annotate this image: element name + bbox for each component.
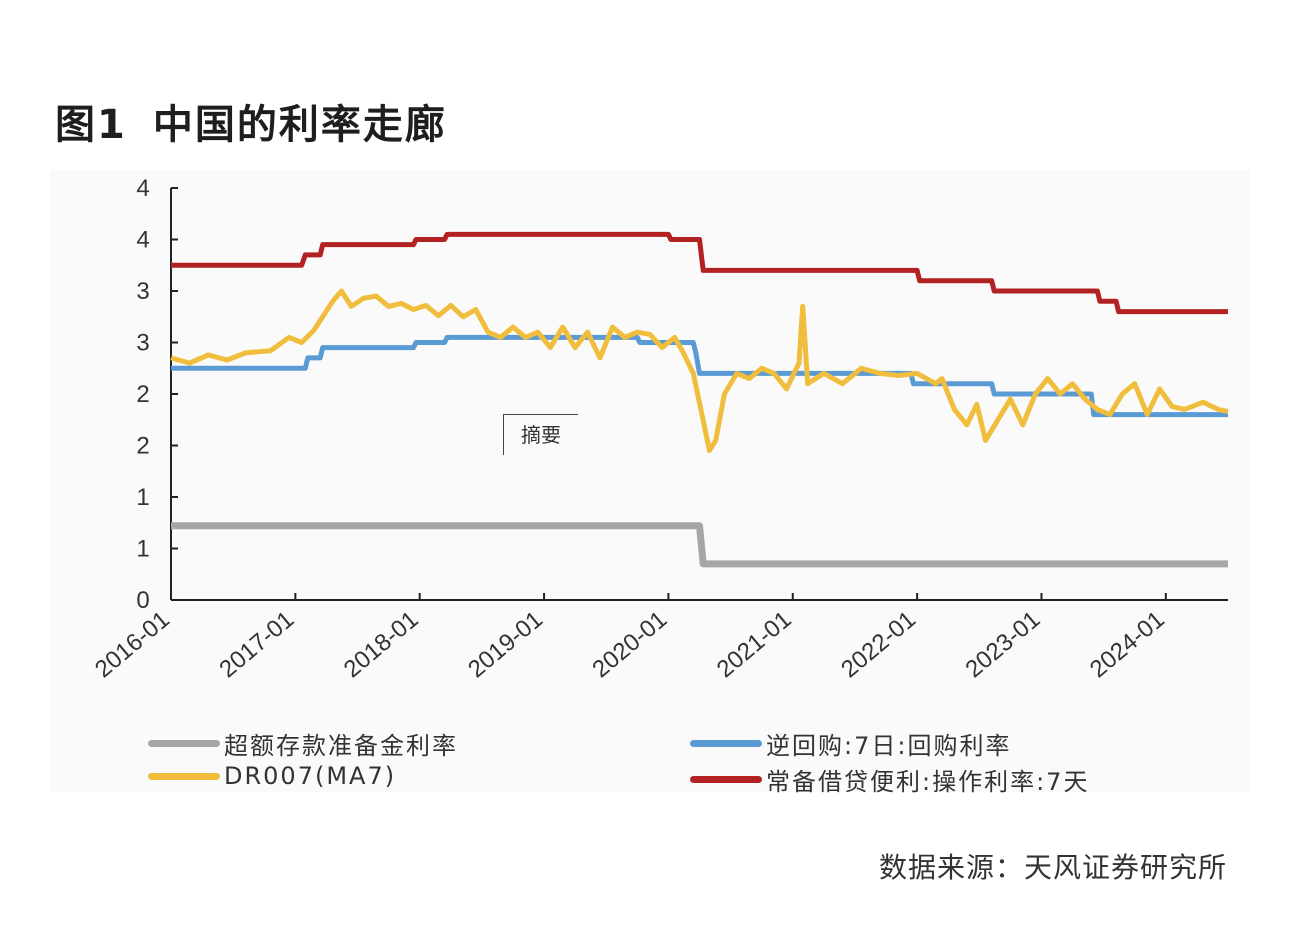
x-tick-label: 2018-01 [339,606,424,683]
annotation-label: 摘要 [503,414,578,455]
legend-swatch-dr007 [148,772,220,780]
figure-title: 图1 中国的利率走廊 [55,92,447,150]
y-tick-label: 3 [136,278,149,305]
x-tick-label: 2017-01 [214,606,299,683]
legend-label-dr007: DR007(MA7) [224,762,397,790]
legend-label-reverse-repo: 逆回购:7日:回购利率 [766,732,1012,760]
x-tick-label: 2021-01 [712,606,797,683]
figure-number: 图1 [55,102,127,148]
x-tick-label: 2022-01 [836,606,921,683]
y-tick-label: 1 [136,536,149,563]
y-tick-label: 2 [136,433,149,460]
x-tick-label: 2023-01 [961,606,1046,683]
series-line-1 [171,334,1228,418]
line-chart: 0 1 1 2 2 3 3 4 4 2016-01 2017-01 2018-01 2019-01 202… [90,175,1229,683]
legend-label-slf: 常备借贷便利:操作利率:7天 [766,768,1090,796]
y-tick-label: 1 [136,484,149,511]
x-tick-label: 2024-01 [1085,606,1170,683]
legend-label-excess-reserve: 超额存款准备金利率 [224,732,458,760]
legend-item-reverse-repo: 逆回购:7日:回购利率 [690,726,1011,761]
legend-item-dr007: DR007(MA7) [148,762,396,790]
y-tick-label: 4 [136,175,149,202]
chart-legend: 超额存款准备金利率 逆回购:7日:回购利率 DR007(MA7) 常备借贷便利:… [50,726,1250,796]
legend-swatch-excess-reserve [148,740,220,747]
data-source: 数据来源：天风证券研究所 [878,851,1227,884]
y-tick-label: 2 [136,381,149,408]
x-tick-label: 2019-01 [463,606,548,683]
y-tick-label: 0 [136,587,149,614]
x-tick-label: 2020-01 [587,606,672,683]
series-line-0 [171,522,1228,568]
figure-title-text: 中国的利率走廊 [152,102,447,148]
legend-swatch-slf [690,776,762,783]
series-line-3 [171,231,1228,315]
y-tick-label: 4 [136,227,149,254]
series-line-2 [170,288,1229,454]
legend-item-slf: 常备借贷便利:操作利率:7天 [690,762,1089,797]
chart-panel: 0 1 1 2 2 3 3 4 4 2016-01 2017-01 2018-01 2019-01 202… [50,170,1250,792]
legend-item-excess-reserve: 超额存款准备金利率 [148,726,458,761]
legend-swatch-reverse-repo [690,740,762,747]
y-tick-label: 3 [136,330,149,357]
x-tick-label: 2016-01 [90,606,175,683]
